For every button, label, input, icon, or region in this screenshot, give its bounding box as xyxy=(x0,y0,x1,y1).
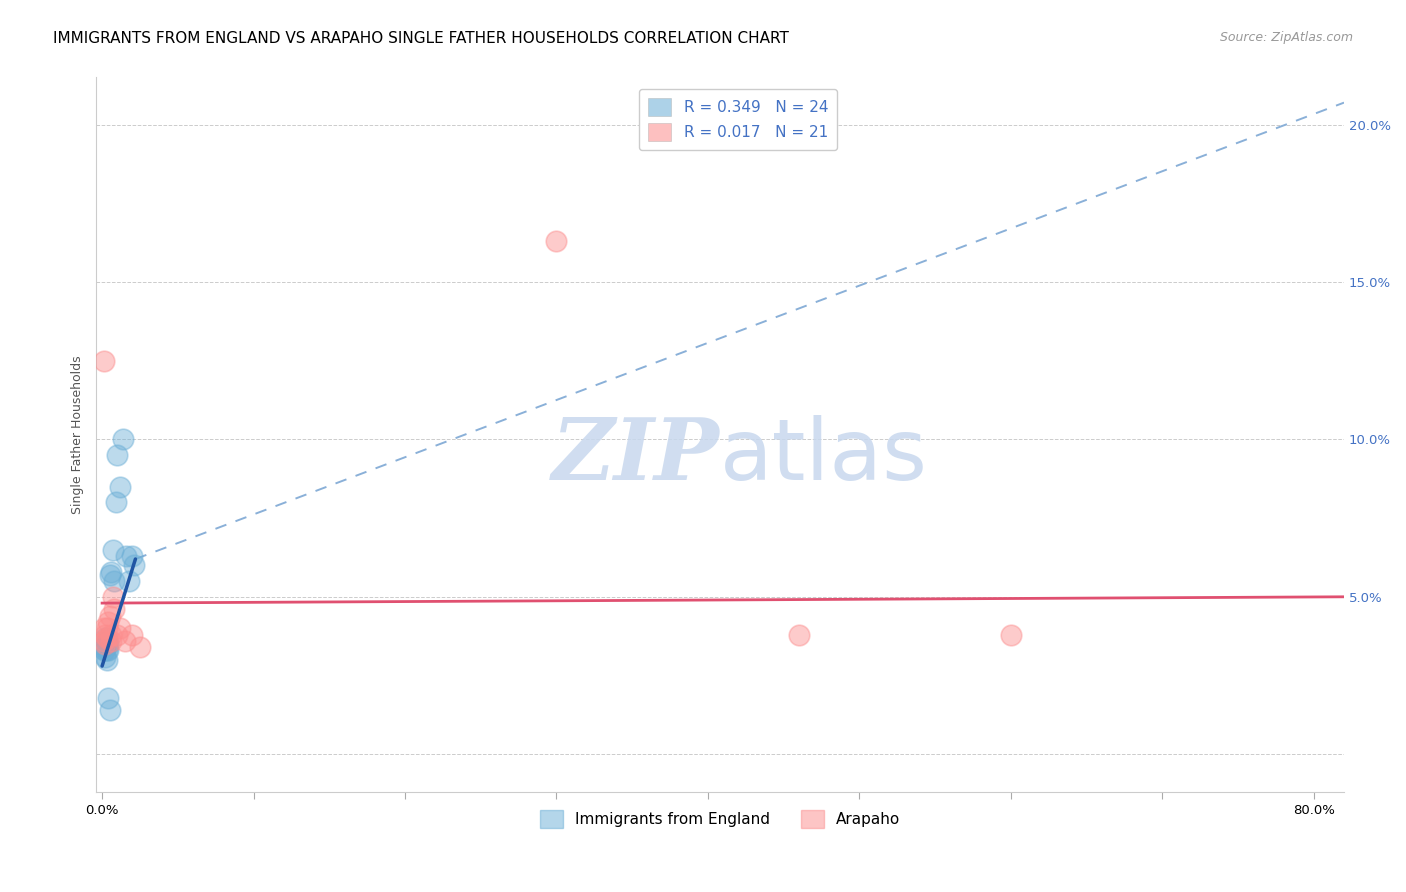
Point xyxy=(98,703,121,717)
Point xyxy=(96,631,118,645)
Point xyxy=(96,653,118,667)
Point xyxy=(93,353,115,368)
Point xyxy=(93,633,115,648)
Point xyxy=(546,234,568,248)
Point xyxy=(97,643,120,657)
Point xyxy=(1000,627,1022,641)
Point xyxy=(94,643,117,657)
Point xyxy=(115,549,138,563)
Point xyxy=(118,574,141,588)
Point xyxy=(105,627,128,641)
Point xyxy=(104,495,127,509)
Point xyxy=(97,615,120,629)
Point xyxy=(93,643,115,657)
Point xyxy=(105,448,128,462)
Point xyxy=(93,621,115,635)
Point xyxy=(98,567,121,582)
Y-axis label: Single Father Households: Single Father Households xyxy=(72,355,84,514)
Point xyxy=(96,633,118,648)
Point xyxy=(129,640,152,655)
Point xyxy=(101,542,124,557)
Point xyxy=(100,633,122,648)
Point xyxy=(94,637,117,651)
Point xyxy=(103,602,125,616)
Point xyxy=(122,558,145,573)
Point xyxy=(100,565,122,579)
Text: atlas: atlas xyxy=(720,415,928,498)
Point xyxy=(94,627,117,641)
Point xyxy=(121,627,143,641)
Point xyxy=(101,590,124,604)
Point xyxy=(110,480,132,494)
Point xyxy=(98,608,121,623)
Point xyxy=(103,574,125,588)
Point xyxy=(96,643,118,657)
Point xyxy=(94,631,117,645)
Text: IMMIGRANTS FROM ENGLAND VS ARAPAHO SINGLE FATHER HOUSEHOLDS CORRELATION CHART: IMMIGRANTS FROM ENGLAND VS ARAPAHO SINGL… xyxy=(53,31,789,46)
Point xyxy=(110,621,132,635)
Point xyxy=(100,627,122,641)
Point xyxy=(94,649,117,664)
Point xyxy=(114,633,136,648)
Point xyxy=(93,640,115,655)
Point xyxy=(97,637,120,651)
Point xyxy=(787,627,810,641)
Text: ZIP: ZIP xyxy=(553,415,720,498)
Point xyxy=(96,621,118,635)
Text: Source: ZipAtlas.com: Source: ZipAtlas.com xyxy=(1219,31,1353,45)
Point xyxy=(97,690,120,705)
Point xyxy=(112,433,135,447)
Point xyxy=(121,549,143,563)
Legend: Immigrants from England, Arapaho: Immigrants from England, Arapaho xyxy=(534,804,907,834)
